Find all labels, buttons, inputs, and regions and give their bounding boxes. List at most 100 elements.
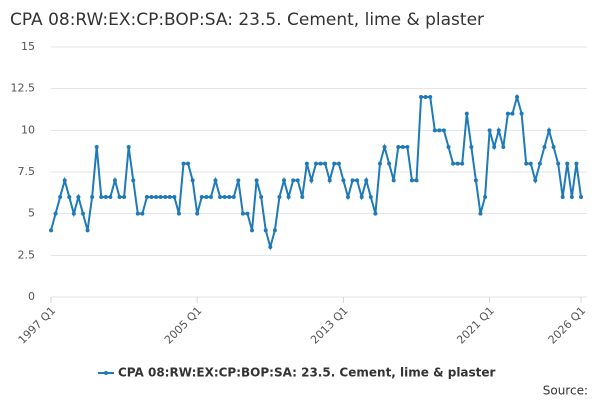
point	[282, 178, 287, 183]
point	[537, 161, 542, 166]
point	[140, 211, 145, 216]
point	[53, 211, 58, 216]
point	[154, 195, 159, 199]
point	[345, 195, 350, 199]
point	[181, 161, 186, 166]
point	[240, 211, 245, 216]
x-tick-label: 2026 Q1	[546, 304, 589, 347]
point	[259, 195, 264, 199]
point	[122, 195, 127, 199]
point	[58, 195, 63, 199]
point	[336, 161, 341, 166]
source: Source:	[543, 384, 588, 398]
point	[71, 211, 76, 216]
y-tick-label: 7.5	[18, 165, 36, 178]
point	[455, 161, 460, 166]
point	[254, 178, 259, 183]
point	[112, 178, 117, 183]
point	[391, 178, 396, 183]
point	[451, 161, 456, 166]
point	[250, 228, 255, 233]
point	[359, 195, 364, 199]
point	[569, 195, 574, 199]
point	[263, 228, 268, 233]
point	[496, 128, 501, 133]
point	[117, 195, 122, 199]
y-tick-label: 15	[21, 40, 35, 53]
point	[423, 95, 428, 99]
y-tick-label: 2.5	[18, 248, 36, 261]
point	[144, 195, 149, 199]
point	[419, 95, 424, 99]
point	[323, 161, 328, 166]
point	[49, 228, 53, 233]
point	[295, 178, 300, 183]
x-tick-label: 2021 Q1	[454, 304, 497, 347]
point	[195, 211, 200, 216]
point	[80, 211, 85, 216]
point	[131, 178, 136, 183]
point	[464, 111, 469, 116]
point	[519, 111, 524, 116]
point	[108, 195, 113, 199]
point	[473, 178, 478, 183]
point	[176, 211, 181, 216]
point	[135, 211, 140, 216]
point	[492, 145, 497, 149]
point	[318, 161, 323, 166]
point	[300, 195, 305, 199]
point	[350, 178, 355, 183]
point	[556, 161, 561, 166]
point	[368, 195, 373, 199]
point	[222, 195, 227, 199]
point	[510, 111, 515, 116]
point	[382, 145, 387, 149]
point	[437, 128, 442, 133]
point	[62, 178, 67, 183]
point	[533, 178, 538, 183]
point	[277, 195, 282, 199]
point	[208, 195, 213, 199]
point	[528, 161, 533, 166]
point	[99, 195, 104, 199]
point	[245, 211, 250, 216]
point	[236, 178, 241, 183]
x-tick-label: 2005 Q1	[162, 304, 205, 347]
y-tick-label: 12.5	[11, 82, 36, 95]
point	[355, 178, 360, 183]
point	[487, 128, 492, 133]
point	[524, 161, 529, 166]
point	[204, 195, 209, 199]
point	[515, 95, 520, 99]
chart-title: CPA 08:RW:EX:CP:BOP:SA: 23.5. Cement, li…	[10, 10, 484, 30]
point	[172, 195, 177, 199]
point	[432, 128, 437, 133]
point	[190, 178, 195, 183]
legend-label: CPA 08:RW:EX:CP:BOP:SA: 23.5. Cement, li…	[118, 366, 496, 380]
point	[377, 161, 382, 166]
point	[268, 245, 273, 249]
point	[400, 145, 405, 149]
point	[158, 195, 163, 199]
y-tick-label: 10	[21, 123, 35, 136]
point	[501, 145, 506, 149]
point	[213, 178, 218, 183]
point	[405, 145, 410, 149]
point	[446, 145, 451, 149]
point	[542, 145, 547, 149]
point	[218, 195, 223, 199]
point	[396, 145, 401, 149]
point	[272, 228, 277, 233]
point	[199, 195, 204, 199]
point	[309, 178, 314, 183]
point	[291, 178, 296, 183]
y-tick-label: 5	[28, 207, 35, 220]
x-tick-label: 1997 Q1	[16, 304, 59, 347]
point	[332, 161, 337, 166]
point	[460, 161, 465, 166]
point	[565, 161, 570, 166]
point	[85, 228, 90, 233]
x-tick-label: 2013 Q1	[308, 304, 351, 347]
point	[286, 195, 291, 199]
